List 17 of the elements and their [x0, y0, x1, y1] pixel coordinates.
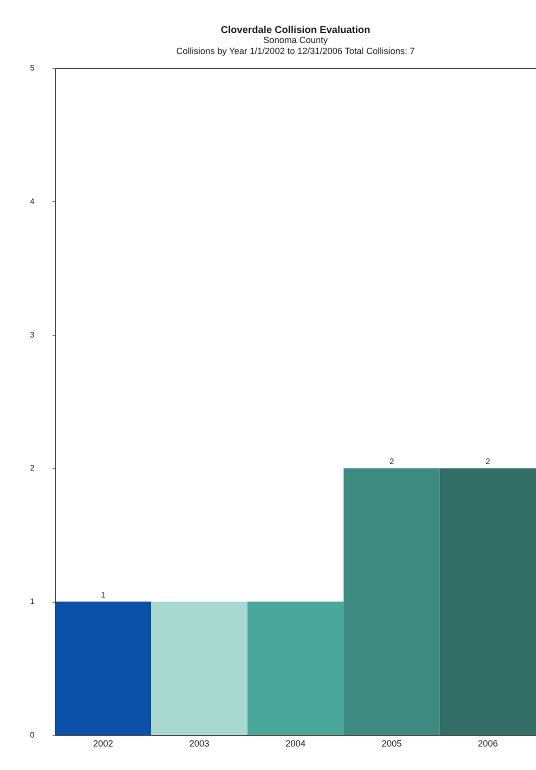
y-tick-label: 4 — [30, 196, 36, 206]
text: Collisions by Year 1/1/2002 to 12/31/2006 Total Collisions: 7 — [176, 46, 415, 56]
x-tick-label: 2004 — [285, 738, 306, 748]
data-label: 2 — [389, 457, 394, 466]
chart-title: Cloverdale Collision Evaluation — [220, 25, 370, 36]
x-tick-label: 2005 — [382, 738, 402, 748]
chart-subtitle: Sonoma County — [263, 35, 328, 45]
x-tick-label: 2003 — [189, 738, 210, 748]
data-label: 2 — [486, 457, 491, 466]
y-tick-label: 1 — [30, 597, 36, 606]
x-tick-label: 2006 — [478, 738, 498, 748]
y-tick-label: 5 — [30, 64, 36, 72]
y-tick-label: 2 — [30, 464, 36, 473]
data-label: 1 — [100, 590, 106, 600]
x-tick-label: 2002 — [93, 738, 114, 748]
y-tick-label: 3 — [30, 330, 36, 340]
y-tick-label: 0 — [30, 730, 36, 740]
